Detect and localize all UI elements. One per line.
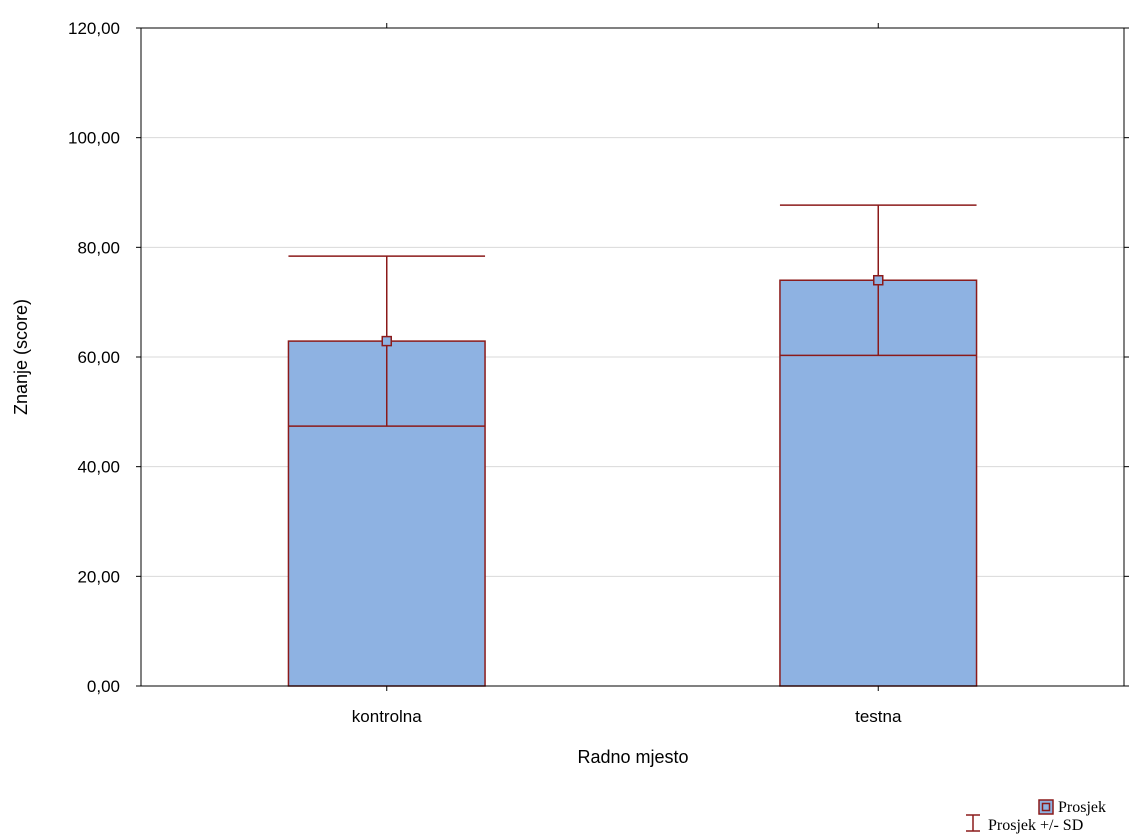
x-axis-title: Radno mjesto	[577, 747, 688, 767]
mean-marker-testna	[873, 274, 884, 286]
y-tick-label: 60,00	[77, 348, 120, 367]
x-tick-label: kontrolna	[352, 707, 422, 726]
y-tick-label: 40,00	[77, 458, 120, 477]
legend-label-mean: Prosjek	[1058, 799, 1106, 816]
y-tick-label: 0,00	[87, 677, 120, 696]
y-tick-label: 100,00	[68, 129, 120, 148]
x-tick-label: testna	[855, 707, 902, 726]
bars	[287, 204, 978, 687]
mean-marker-kontrolna	[381, 335, 392, 347]
legend-mean-marker-icon	[1041, 802, 1051, 812]
y-tick-label: 80,00	[77, 238, 120, 257]
legend: Prosjek Prosjek +/- SD	[966, 799, 1106, 834]
legend-mean-swatch	[1038, 799, 1054, 815]
y-ticks: 0,00 20,00 40,00 60,00 80,00 100,00 120,00	[68, 19, 1129, 696]
y-tick-label: 20,00	[77, 567, 120, 586]
x-ticks: kontrolna testna	[352, 23, 902, 726]
y-tick-label: 120,00	[68, 19, 120, 38]
legend-label-sd: Prosjek +/- SD	[988, 817, 1083, 834]
y-axis-title: Znanje (score)	[11, 299, 31, 415]
